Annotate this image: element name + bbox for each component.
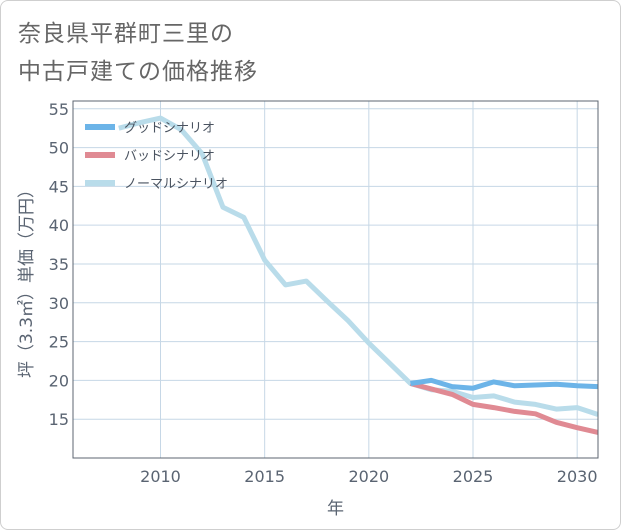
y-axis-label: 坪（3.3㎡）単価（万円） <box>17 181 37 378</box>
y-tick-label: 25 <box>49 333 69 352</box>
x-tick-label: 2015 <box>244 467 285 486</box>
series-line-0 <box>410 377 598 391</box>
plot-frame <box>72 100 599 459</box>
legend-label-2[interactable]: ノーマルシナリオ <box>124 177 228 192</box>
series-lines <box>118 115 598 435</box>
y-tick-label: 55 <box>49 100 69 119</box>
chart-title-line1: 奈良県平群町三里の <box>18 21 234 47</box>
x-axis-label: 年 <box>327 499 344 519</box>
chart-title: 奈良県平群町三里の 中古戸建ての価格推移 <box>18 15 258 91</box>
grid <box>73 101 598 458</box>
series-line-2 <box>118 115 598 417</box>
y-tick-label: 20 <box>49 371 69 390</box>
y-tick-label: 40 <box>49 216 69 235</box>
x-tick-label: 2030 <box>557 467 598 486</box>
y-tick-label: 15 <box>49 410 69 429</box>
y-tick-label: 30 <box>49 294 69 313</box>
x-tick-label: 2020 <box>348 467 389 486</box>
legend-label-1[interactable]: バッドシナリオ <box>124 149 215 164</box>
y-tick-label: 50 <box>49 139 69 158</box>
chart-title-line2: 中古戸建ての価格推移 <box>18 59 258 85</box>
y-tick-label: 45 <box>49 177 69 196</box>
x-tick-label: 2025 <box>453 467 494 486</box>
series-line-1 <box>409 381 598 435</box>
y-tick-label: 35 <box>49 255 69 274</box>
legend-label-0[interactable]: グッドシナリオ <box>124 121 215 136</box>
x-tick-label: 2010 <box>140 467 181 486</box>
